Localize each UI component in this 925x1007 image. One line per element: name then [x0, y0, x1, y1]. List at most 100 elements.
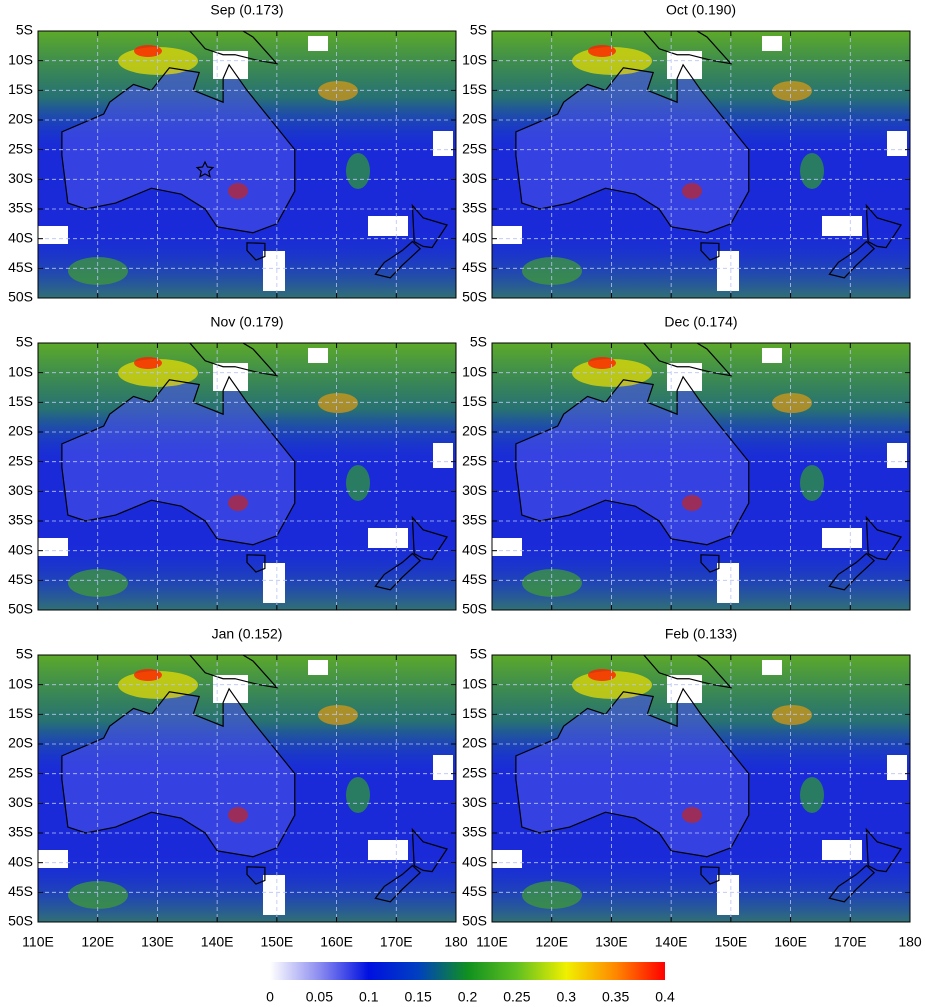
- lon-label: 160E: [320, 934, 353, 950]
- lat-label: 20S: [8, 111, 33, 127]
- lat-label: 45S: [8, 571, 33, 587]
- lat-label: 20S: [462, 735, 487, 751]
- lat-label: 40S: [462, 229, 487, 245]
- panel-title: Jan (0.152): [212, 626, 283, 642]
- lat-label: 10S: [8, 51, 33, 67]
- lat-label: 30S: [8, 482, 33, 498]
- map-field: [38, 643, 456, 922]
- lat-label: 35S: [462, 512, 487, 528]
- lat-label: 10S: [462, 51, 487, 67]
- lat-label: 5S: [470, 22, 487, 38]
- lon-label: 150E: [715, 934, 748, 950]
- lat-label: 25S: [8, 764, 33, 780]
- lat-label: 15S: [8, 81, 33, 97]
- lat-label: 45S: [462, 883, 487, 899]
- lat-label: 30S: [8, 794, 33, 810]
- lon-label: 130E: [141, 934, 174, 950]
- lat-label: 50S: [462, 289, 487, 305]
- lat-label: 35S: [462, 200, 487, 216]
- lat-label: 25S: [8, 452, 33, 468]
- lat-label: 50S: [8, 289, 33, 305]
- map-panel: 5S 10S 15S 20S 25S 30S 35S 40S 45S 50S 110E 120E 130…: [8, 626, 468, 950]
- colorbar-label: 0.15: [405, 989, 432, 1005]
- lat-label: 5S: [470, 646, 487, 662]
- map-frame: [37, 30, 457, 299]
- lat-label: 20S: [8, 423, 33, 439]
- colorbar-label: 0.05: [306, 989, 333, 1005]
- map-frame: [37, 654, 457, 923]
- lat-label: 50S: [8, 601, 33, 617]
- panel-title: Feb (0.133): [665, 626, 737, 642]
- map-panel: 5S 10S 15S 20S 25S 30S 35S 40S 45S 50S Sep (0.173): [8, 2, 456, 305]
- lat-label: 30S: [8, 170, 33, 186]
- panel-title: Nov (0.179): [210, 314, 283, 330]
- lat-label: 40S: [462, 853, 487, 869]
- map-frame: [491, 30, 911, 299]
- panel-title: Oct (0.190): [666, 2, 736, 18]
- lon-label: 120E: [81, 934, 114, 950]
- lon-label: 170E: [380, 934, 413, 950]
- lat-label: 35S: [462, 824, 487, 840]
- lon-label: 140E: [655, 934, 688, 950]
- lat-label: 40S: [462, 541, 487, 557]
- colorbar-label: 0.1: [359, 989, 379, 1005]
- map-panel: 5S 10S 15S 20S 25S 30S 35S 40S 45S 50S Dec (0.174): [462, 314, 910, 617]
- lat-label: 50S: [462, 601, 487, 617]
- map-field: [38, 331, 456, 610]
- panel-title: Dec (0.174): [664, 314, 737, 330]
- site-marker: [195, 160, 215, 178]
- lat-label: 15S: [462, 81, 487, 97]
- map-field: [38, 19, 456, 298]
- lon-label: 110E: [22, 934, 54, 950]
- lat-label: 40S: [8, 229, 33, 245]
- lat-label: 10S: [8, 675, 33, 691]
- lat-label: 30S: [462, 170, 487, 186]
- map-frame: [491, 342, 911, 611]
- map-panel: 5S 10S 15S 20S 25S 30S 35S 40S 45S 50S Oct (0.190): [462, 2, 910, 305]
- colorbar-label: 0.35: [602, 989, 629, 1005]
- lat-label: 30S: [462, 794, 487, 810]
- lat-label: 25S: [462, 764, 487, 780]
- lat-label: 30S: [462, 482, 487, 498]
- lat-label: 40S: [8, 541, 33, 557]
- panel-title: Sep (0.173): [210, 2, 283, 18]
- lat-label: 20S: [462, 423, 487, 439]
- colorbar-label: 0.4: [655, 989, 675, 1005]
- lat-label: 10S: [8, 363, 33, 379]
- lon-label: 140E: [201, 934, 234, 950]
- colorbar-label: 0.2: [458, 989, 478, 1005]
- lat-label: 15S: [462, 705, 487, 721]
- lat-label: 50S: [8, 913, 33, 929]
- lat-label: 20S: [8, 735, 33, 751]
- lon-label: 130E: [595, 934, 628, 950]
- lat-label: 15S: [8, 393, 33, 409]
- lat-label: 25S: [8, 140, 33, 156]
- lon-label: 110E: [476, 934, 508, 950]
- map-frame: [491, 654, 911, 923]
- colorbar-label: 0.25: [503, 989, 530, 1005]
- lat-label: 10S: [462, 675, 487, 691]
- map-panel: 5S 10S 15S 20S 25S 30S 35S 40S 45S 50S Nov (0.179): [8, 314, 456, 617]
- lat-label: 5S: [16, 646, 33, 662]
- map-panel: 5S 10S 15S 20S 25S 30S 35S 40S 45S 50S 110E 120E 130…: [462, 626, 922, 950]
- map-field: [492, 331, 910, 610]
- lon-label: 150E: [261, 934, 294, 950]
- lat-label: 35S: [8, 200, 33, 216]
- colorbar-label: 0.3: [557, 989, 577, 1005]
- lat-label: 25S: [462, 452, 487, 468]
- map-field: [492, 19, 910, 298]
- lon-label: 180: [444, 934, 468, 950]
- map-frame: [37, 342, 457, 611]
- lat-label: 25S: [462, 140, 487, 156]
- lat-label: 50S: [462, 913, 487, 929]
- colorbar-label: 0: [266, 989, 274, 1005]
- lat-label: 35S: [8, 512, 33, 528]
- lon-label: 160E: [774, 934, 807, 950]
- lat-label: 20S: [462, 111, 487, 127]
- lat-label: 45S: [462, 571, 487, 587]
- map-field: [492, 643, 910, 922]
- lon-label: 120E: [535, 934, 568, 950]
- lat-label: 35S: [8, 824, 33, 840]
